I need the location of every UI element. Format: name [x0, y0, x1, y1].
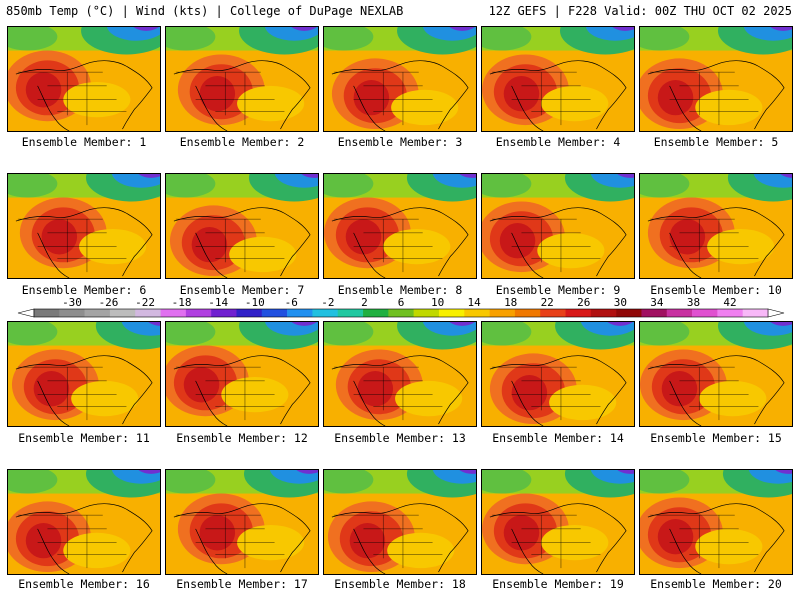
ensemble-member-label: Ensemble Member: 12 — [176, 431, 308, 445]
colorbar-tick-label: 42 — [723, 296, 736, 309]
colorbar-swatch — [337, 309, 364, 317]
ensemble-member-label: Ensemble Member: 1 — [21, 135, 147, 149]
ensemble-member-map — [639, 173, 793, 279]
colorbar-tick-label: -22 — [135, 296, 155, 309]
ensemble-member-label: Ensemble Member: 6 — [21, 283, 147, 297]
colorbar-swatch — [489, 309, 516, 317]
colorbar-tick-label: -30 — [62, 296, 82, 309]
colorbar-swatch — [540, 309, 566, 317]
colorbar-swatch — [641, 309, 668, 317]
colorbar-border — [33, 308, 769, 318]
ensemble-member-map — [165, 321, 319, 427]
ensemble-member-map — [639, 469, 793, 575]
header-title: 850mb Temp (°C) | Wind (kts) | College o… — [6, 4, 404, 18]
colorbar-swatch — [388, 309, 414, 317]
colorbar-tick-label: 14 — [467, 296, 481, 309]
colorbar-tick-label: -2 — [321, 296, 334, 309]
colorbar-swatch — [717, 309, 743, 317]
ensemble-member-map — [165, 26, 319, 132]
ensemble-member-label: Ensemble Member: 15 — [650, 431, 782, 445]
colorbar-swatch — [236, 309, 263, 317]
colorbar-swatch — [464, 309, 490, 317]
ensemble-member-map — [165, 173, 319, 279]
colorbar-tick-label: 10 — [431, 296, 444, 309]
ensemble-member-label: Ensemble Member: 17 — [176, 577, 308, 591]
ensemble-member-map — [481, 26, 635, 132]
colorbar-swatch — [287, 309, 313, 317]
ensemble-member-map — [639, 321, 793, 427]
colorbar-swatch — [135, 309, 161, 317]
colorbar-swatch — [666, 309, 693, 317]
colorbar-tick-label: -6 — [285, 296, 298, 309]
ensemble-member-label: Ensemble Member: 4 — [495, 135, 621, 149]
ensemble-member-label: Ensemble Member: 14 — [492, 431, 624, 445]
ensemble-member-label: Ensemble Member: 16 — [18, 577, 150, 591]
ensemble-member-label: Ensemble Member: 8 — [337, 283, 463, 297]
ensemble-member-map — [323, 26, 477, 132]
colorbar-tick-label: -14 — [208, 296, 228, 309]
colorbar-swatch — [211, 309, 237, 317]
ensemble-member-label: Ensemble Member: 3 — [337, 135, 463, 149]
ensemble-member-map — [7, 173, 161, 279]
colorbar-swatch — [692, 309, 718, 317]
ensemble-member-map — [7, 469, 161, 575]
ensemble-member-map — [323, 173, 477, 279]
ensemble-member-map — [481, 321, 635, 427]
colorbar-tick-label: 38 — [687, 296, 700, 309]
colorbar-swatch — [261, 309, 288, 317]
colorbar-swatch — [59, 309, 85, 317]
ensemble-member-label: Ensemble Member: 13 — [334, 431, 466, 445]
ensemble-member-label: Ensemble Member: 9 — [495, 283, 621, 297]
colorbar-swatch — [185, 309, 212, 317]
colorbar-swatch — [616, 309, 642, 317]
ensemble-member-map — [323, 469, 477, 575]
ensemble-member-map — [639, 26, 793, 132]
colorbar-swatch — [84, 309, 111, 317]
ensemble-member-label: Ensemble Member: 19 — [492, 577, 624, 591]
colorbar-swatch — [312, 309, 339, 317]
colorbar-swatch — [565, 309, 592, 317]
colorbar-tick-label: 22 — [541, 296, 554, 309]
colorbar-tick-label: 6 — [398, 296, 405, 309]
colorbar-tick-label: -26 — [99, 296, 119, 309]
ensemble-member-label: Ensemble Member: 5 — [653, 135, 779, 149]
ensemble-member-label: Ensemble Member: 11 — [18, 431, 150, 445]
ensemble-member-label: Ensemble Member: 7 — [179, 283, 305, 297]
colorbar-swatch — [109, 309, 136, 317]
colorbar-tick-label: 2 — [361, 296, 368, 309]
colorbar-right-arrow — [767, 308, 785, 318]
temperature-colorbar: -30 -26 -22 -18 -14 -10 -6 -2 2 6 10 14 18 22 26 30 34 38… — [16, 296, 786, 320]
colorbar-tick-label: -10 — [245, 296, 265, 309]
colorbar-tick-label: 34 — [650, 296, 664, 309]
ensemble-member-map — [323, 321, 477, 427]
colorbar-tick-label: 30 — [614, 296, 627, 309]
ensemble-member-map — [481, 173, 635, 279]
ensemble-member-map — [165, 469, 319, 575]
colorbar-tick-label: -18 — [172, 296, 192, 309]
ensemble-member-label: Ensemble Member: 2 — [179, 135, 305, 149]
colorbar-swatch — [438, 309, 465, 317]
colorbar-swatch — [413, 309, 440, 317]
colorbar-swatch — [363, 309, 389, 317]
ensemble-member-map — [7, 26, 161, 132]
header-run-info: 12Z GEFS | F228 Valid: 00Z THU OCT 02 20… — [488, 4, 792, 18]
ensemble-member-map — [7, 321, 161, 427]
colorbar-tick-label: 26 — [577, 296, 590, 309]
ensemble-member-label: Ensemble Member: 18 — [334, 577, 466, 591]
ensemble-member-label: Ensemble Member: 10 — [650, 283, 782, 297]
colorbar-swatch — [742, 309, 769, 317]
colorbar-left-arrow — [17, 308, 35, 318]
ensemble-member-map — [481, 469, 635, 575]
ensemble-member-label: Ensemble Member: 20 — [650, 577, 782, 591]
colorbar-swatch — [514, 309, 541, 317]
colorbar-swatch — [34, 309, 60, 317]
colorbar-swatch — [160, 309, 187, 317]
colorbar-tick-label: 18 — [504, 296, 517, 309]
colorbar-swatch — [590, 309, 617, 317]
